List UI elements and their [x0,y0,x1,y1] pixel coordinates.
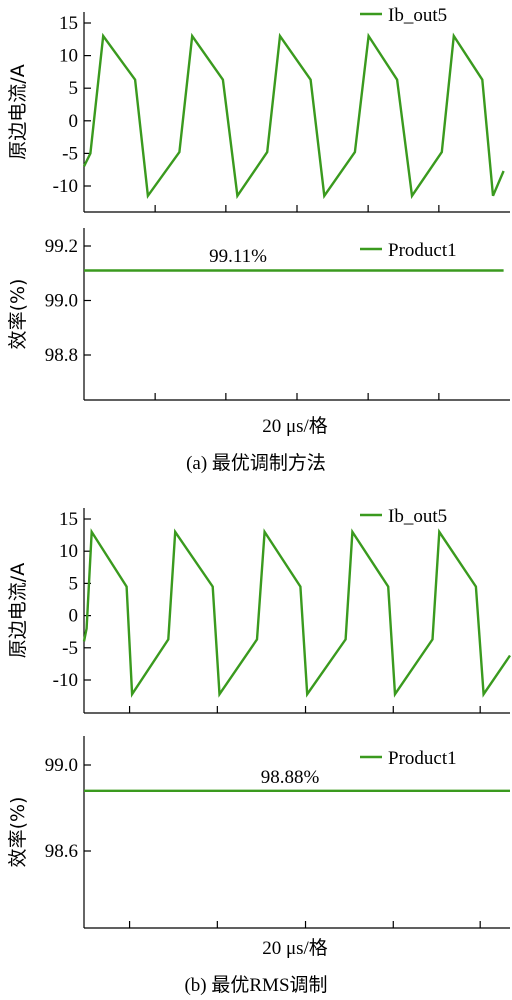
legend-label: Product1 [388,240,457,261]
figure-caption: (a) 最优调制方法 [186,452,326,474]
y-tick-label: 98.6 [45,841,78,862]
y-tick-label: 5 [69,78,79,99]
figure-caption: (b) 最优RMS调制 [184,974,327,996]
efficiency-annotation: 99.11% [209,246,267,267]
y-axis-label: 效率(%) [7,797,29,868]
y-tick-label: 10 [59,541,78,562]
chart-panel-2 [83,228,510,401]
y-tick-label: 99.0 [45,755,78,776]
y-tick-label: 15 [59,509,78,530]
x-axis-label: 20 μs/格 [262,937,328,959]
y-tick-label: 99.2 [45,236,78,257]
x-axis-label: 20 μs/格 [262,415,328,437]
efficiency-annotation: 98.88% [261,767,320,788]
series-line-ib_out5 [82,32,505,200]
chart-panel-1 [82,12,510,213]
legend-label: Ib_out5 [388,5,447,26]
chart-panel-3 [82,508,511,714]
legend-label: Ib_out5 [388,506,447,527]
y-tick-label: 5 [69,573,79,594]
y-tick-label: 0 [69,111,79,132]
y-tick-label: -5 [62,638,78,659]
y-tick-label: 99.0 [45,291,78,312]
y-axis-label: 效率(%) [7,279,29,350]
y-tick-label: -10 [53,176,78,197]
y-tick-label: 15 [59,13,78,34]
y-tick-label: -10 [53,670,78,691]
y-tick-label: 10 [59,46,78,67]
y-tick-label: 98.8 [45,345,78,366]
chart-panel-4 [83,736,510,929]
y-tick-label: 0 [69,606,79,627]
series-line-ib_out5 [82,528,511,698]
y-axis-label: 原边电流/A [7,563,29,658]
y-axis-label: 原边电流/A [7,64,29,159]
legend-label: Product1 [388,748,457,769]
y-tick-label: -5 [62,143,78,164]
